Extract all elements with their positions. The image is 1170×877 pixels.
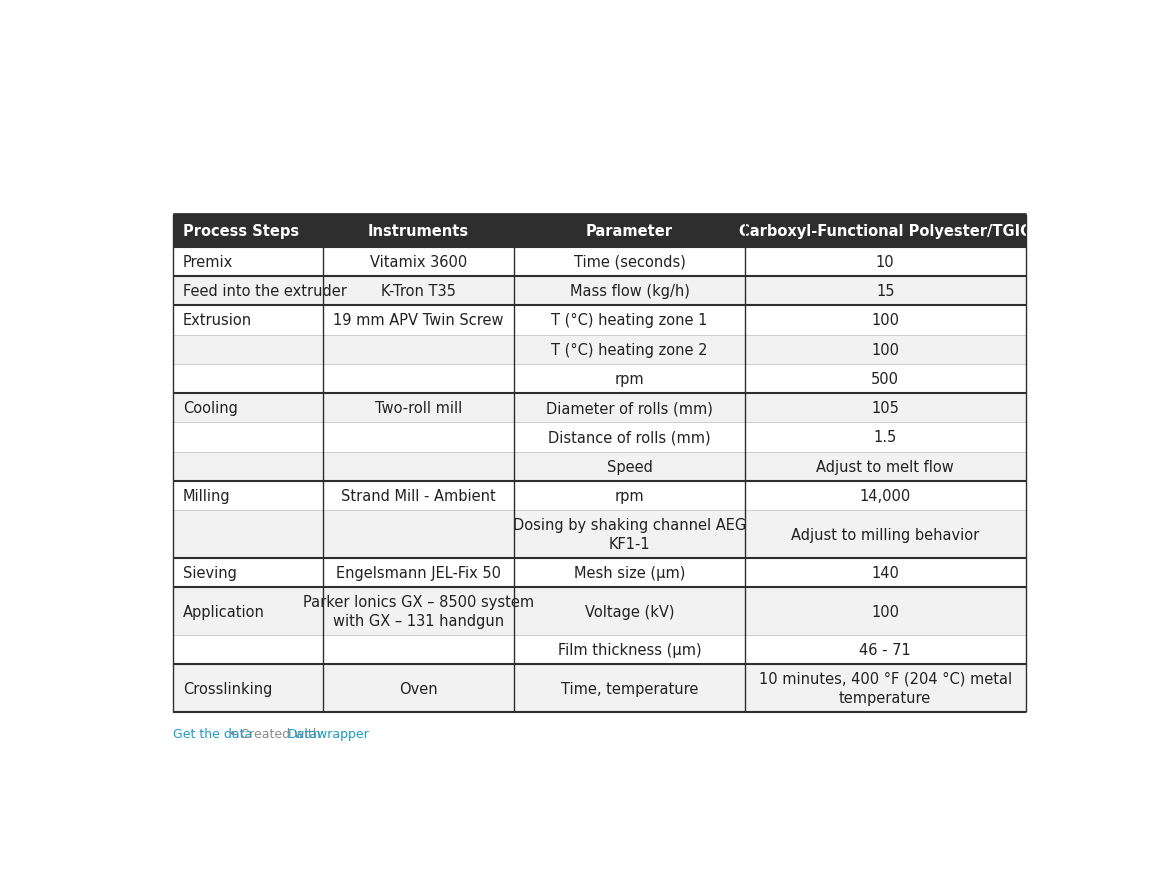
Text: Sieving: Sieving — [183, 566, 236, 581]
FancyBboxPatch shape — [173, 277, 1026, 306]
Text: Mesh size (μm): Mesh size (μm) — [573, 566, 686, 581]
Text: Milling: Milling — [183, 488, 230, 503]
Text: Instruments: Instruments — [367, 224, 469, 239]
FancyBboxPatch shape — [173, 394, 1026, 423]
Text: Feed into the extruder: Feed into the extruder — [183, 284, 346, 299]
Text: Dosing by shaking channel AEG
KF1-1: Dosing by shaking channel AEG KF1-1 — [512, 517, 746, 552]
Text: rpm: rpm — [614, 372, 645, 387]
Text: Get the data: Get the data — [173, 727, 253, 740]
Text: Crosslinking: Crosslinking — [183, 681, 273, 695]
Text: Carboxyl-Functional Polyester/TGIC: Carboxyl-Functional Polyester/TGIC — [739, 224, 1031, 239]
Text: 100: 100 — [872, 604, 900, 619]
FancyBboxPatch shape — [173, 247, 1026, 277]
Text: Premix: Premix — [183, 254, 233, 269]
FancyBboxPatch shape — [173, 665, 1026, 712]
Text: Datawrapper: Datawrapper — [288, 727, 370, 740]
FancyBboxPatch shape — [173, 481, 1026, 510]
Text: • Created with: • Created with — [226, 727, 325, 740]
Text: 15: 15 — [876, 284, 894, 299]
Text: Parker Ionics GX – 8500 system
with GX – 131 handgun: Parker Ionics GX – 8500 system with GX –… — [303, 594, 534, 629]
FancyBboxPatch shape — [173, 365, 1026, 394]
Text: Two-roll mill: Two-roll mill — [374, 401, 462, 416]
Text: Speed: Speed — [606, 460, 653, 474]
Text: Film thickness (μm): Film thickness (μm) — [558, 642, 701, 657]
Text: K-Tron T35: K-Tron T35 — [381, 284, 456, 299]
FancyBboxPatch shape — [173, 510, 1026, 559]
Text: Oven: Oven — [399, 681, 438, 695]
FancyBboxPatch shape — [173, 588, 1026, 635]
Text: Time, temperature: Time, temperature — [560, 681, 698, 695]
FancyBboxPatch shape — [173, 559, 1026, 588]
Text: Parameter: Parameter — [586, 224, 673, 239]
FancyBboxPatch shape — [173, 635, 1026, 665]
Text: T (°C) heating zone 2: T (°C) heating zone 2 — [551, 342, 708, 357]
Text: 10: 10 — [876, 254, 895, 269]
Text: 1.5: 1.5 — [874, 430, 897, 445]
Text: 19 mm APV Twin Screw: 19 mm APV Twin Screw — [333, 313, 504, 328]
Text: Adjust to melt flow: Adjust to melt flow — [817, 460, 954, 474]
Text: 100: 100 — [872, 313, 900, 328]
Text: 46 - 71: 46 - 71 — [859, 642, 911, 657]
Text: Distance of rolls (mm): Distance of rolls (mm) — [549, 430, 711, 445]
FancyBboxPatch shape — [173, 215, 1026, 247]
Text: Vitamix 3600: Vitamix 3600 — [370, 254, 467, 269]
Text: Extrusion: Extrusion — [183, 313, 252, 328]
Text: 10 minutes, 400 °F (204 °C) metal
temperature: 10 minutes, 400 °F (204 °C) metal temper… — [758, 671, 1012, 706]
Text: 140: 140 — [872, 566, 900, 581]
FancyBboxPatch shape — [173, 453, 1026, 481]
Text: rpm: rpm — [614, 488, 645, 503]
Text: Adjust to milling behavior: Adjust to milling behavior — [791, 527, 979, 542]
Text: 14,000: 14,000 — [860, 488, 910, 503]
Text: 500: 500 — [872, 372, 900, 387]
Text: Time (seconds): Time (seconds) — [573, 254, 686, 269]
Text: 105: 105 — [872, 401, 900, 416]
Text: Strand Mill - Ambient: Strand Mill - Ambient — [342, 488, 496, 503]
Text: Voltage (kV): Voltage (kV) — [585, 604, 674, 619]
Text: Application: Application — [183, 604, 264, 619]
FancyBboxPatch shape — [173, 335, 1026, 365]
Text: 100: 100 — [872, 342, 900, 357]
FancyBboxPatch shape — [173, 423, 1026, 453]
Text: Process Steps: Process Steps — [183, 224, 298, 239]
Text: Cooling: Cooling — [183, 401, 238, 416]
Text: Mass flow (kg/h): Mass flow (kg/h) — [570, 284, 689, 299]
FancyBboxPatch shape — [173, 306, 1026, 335]
Text: Engelsmann JEL-Fix 50: Engelsmann JEL-Fix 50 — [336, 566, 501, 581]
Text: T (°C) heating zone 1: T (°C) heating zone 1 — [551, 313, 708, 328]
Text: Diameter of rolls (mm): Diameter of rolls (mm) — [546, 401, 713, 416]
